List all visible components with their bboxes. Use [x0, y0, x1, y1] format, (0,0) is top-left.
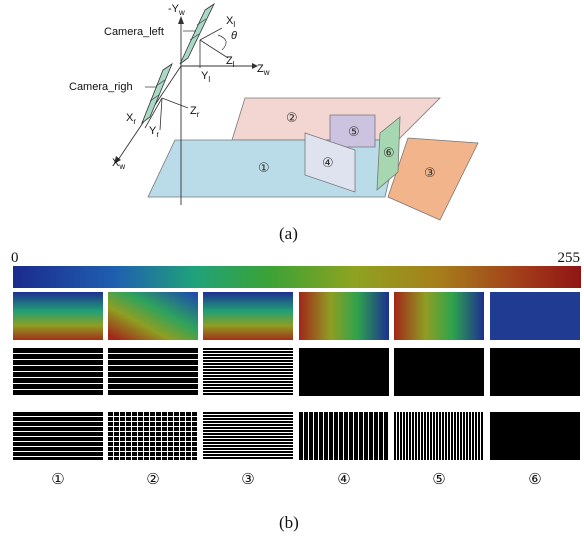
y-right-label: Yr — [149, 125, 159, 139]
depth-map-6 — [490, 292, 580, 340]
x-left-label: Xl — [226, 15, 235, 29]
plane-label-5: ⑤ — [348, 125, 360, 140]
right-camera-z-axis — [161, 97, 189, 109]
right-camera-grid — [155, 79, 166, 87]
plane-4 — [304, 132, 356, 193]
left-pattern-1 — [13, 348, 103, 396]
left-pattern-2 — [108, 348, 198, 396]
plane-label-6: ⑥ — [383, 146, 395, 161]
depth-map-4 — [299, 292, 389, 340]
caption-b: (b) — [279, 513, 299, 532]
theta-arc — [217, 34, 227, 51]
right-camera-plane — [141, 62, 173, 125]
column-label-2: ② — [146, 470, 160, 488]
column-label-4: ④ — [337, 470, 351, 488]
column-label-6: ⑥ — [528, 470, 542, 488]
depth-map-2 — [108, 292, 198, 340]
left-camera-x-axis — [199, 27, 223, 41]
plane-label-4: ④ — [322, 156, 334, 171]
left-pattern-5 — [394, 348, 484, 396]
x-right-label: Xr — [126, 112, 136, 126]
left-pattern-6 — [490, 348, 580, 396]
left-camera-grid — [189, 33, 200, 41]
plane-1 — [147, 139, 399, 198]
left-pattern-4 — [299, 348, 389, 396]
plane-3 — [387, 137, 479, 221]
plane-label-2: ② — [286, 111, 298, 126]
camera-left-label: Camera_left — [104, 26, 164, 38]
y-world-arrow — [178, 16, 184, 24]
depth-map-3 — [203, 292, 293, 340]
right-pattern-1 — [13, 412, 103, 460]
x-world-arrow — [114, 156, 121, 164]
neg-y-world-label: -Yw — [168, 3, 185, 17]
left-pattern-3 — [203, 348, 293, 396]
right-camera-x-axis — [144, 97, 163, 129]
right-pattern-3 — [203, 412, 293, 460]
right-camera-grid — [149, 94, 160, 102]
caption-a: (a) — [279, 224, 298, 243]
z-right-label: Zr — [190, 105, 200, 119]
z-world-arrow — [252, 63, 258, 69]
theta-label: θ — [231, 30, 237, 42]
depth-map-5 — [394, 292, 484, 340]
scene-diagram: ① ② ③ ④ ⑤ ⑥ -Yw Zw Xw Xl θ Zl Yl Xr Yr Z… — [69, 2, 479, 221]
z-world-label: Zw — [257, 63, 270, 77]
plane-6 — [376, 116, 401, 191]
left-camera-z-axis — [199, 39, 229, 59]
x-world-label: Xw — [112, 157, 125, 171]
depth-map-1 — [13, 292, 103, 340]
right-pattern-2 — [108, 412, 198, 460]
camera-right-label: Camera_righ — [69, 81, 133, 93]
column-label-3: ③ — [241, 470, 255, 488]
colorbar-min-label: 0 — [11, 250, 19, 266]
left-camera-grid — [196, 18, 207, 26]
left-camera-plane — [179, 2, 215, 65]
colorbar — [13, 266, 581, 288]
right-pattern-5 — [394, 412, 484, 460]
z-left-label: Zl — [226, 55, 235, 69]
plane-label-3: ③ — [424, 166, 436, 181]
colorbar-max-label: 255 — [557, 250, 581, 266]
plane-5 — [329, 114, 376, 148]
right-pattern-6 — [490, 412, 580, 460]
plane-label-1: ① — [258, 161, 270, 176]
column-label-5: ⑤ — [432, 470, 446, 488]
column-label-1: ① — [51, 470, 65, 488]
y-left-label: Yl — [201, 70, 210, 84]
right-pattern-4 — [299, 412, 389, 460]
right-camera-y-axis — [159, 97, 163, 131]
